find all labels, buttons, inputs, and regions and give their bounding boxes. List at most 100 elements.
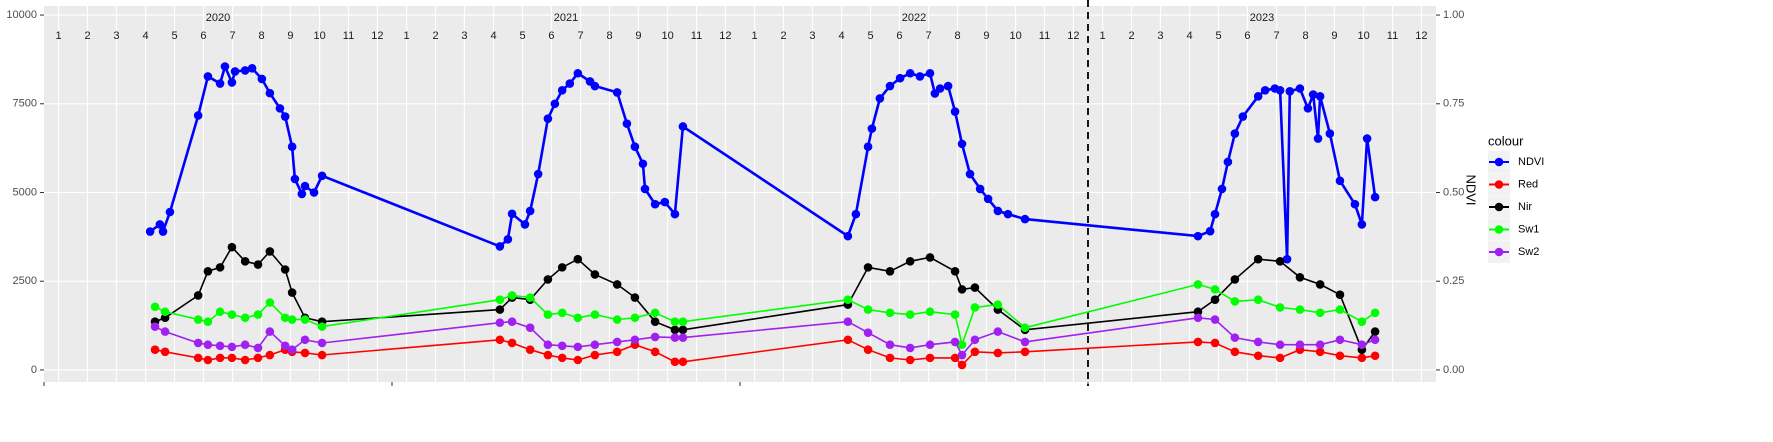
point bbox=[1275, 303, 1285, 312]
point bbox=[650, 317, 660, 326]
legend-title: colour bbox=[1488, 133, 1524, 148]
point bbox=[533, 169, 543, 179]
point bbox=[1193, 307, 1203, 317]
month-label: 2 bbox=[432, 30, 438, 42]
month-label: 2 bbox=[780, 30, 786, 42]
point bbox=[915, 72, 925, 81]
point bbox=[612, 88, 622, 97]
y-tick-label: 10000 bbox=[6, 9, 37, 21]
point bbox=[160, 347, 170, 357]
point bbox=[925, 253, 935, 262]
point bbox=[1260, 85, 1270, 95]
point bbox=[885, 340, 895, 350]
point bbox=[160, 313, 170, 323]
point bbox=[309, 188, 319, 197]
point bbox=[203, 355, 213, 365]
point bbox=[1315, 280, 1325, 289]
point bbox=[550, 99, 560, 109]
point bbox=[670, 209, 680, 219]
y-tick-label: 7500 bbox=[13, 98, 37, 110]
point bbox=[557, 263, 567, 272]
point bbox=[215, 79, 225, 88]
point bbox=[843, 295, 853, 304]
month-label: 10 bbox=[313, 30, 325, 42]
point bbox=[1020, 337, 1030, 347]
point bbox=[227, 310, 237, 319]
point bbox=[1335, 290, 1345, 299]
point bbox=[925, 307, 935, 317]
point bbox=[1275, 353, 1285, 363]
point bbox=[287, 315, 297, 324]
month-label: 12 bbox=[1067, 30, 1079, 42]
point bbox=[557, 308, 567, 318]
point bbox=[317, 350, 327, 360]
point bbox=[590, 310, 600, 319]
point bbox=[1020, 214, 1030, 224]
point bbox=[1253, 92, 1263, 101]
point bbox=[1370, 308, 1380, 318]
legend-key-point bbox=[1494, 180, 1504, 189]
point bbox=[957, 360, 967, 370]
point bbox=[612, 315, 622, 324]
point bbox=[678, 333, 688, 342]
point bbox=[950, 266, 960, 276]
point bbox=[275, 104, 285, 113]
point bbox=[1230, 347, 1240, 357]
month-label: 1 bbox=[1100, 30, 1106, 42]
point bbox=[905, 68, 915, 78]
point bbox=[1253, 295, 1263, 304]
point bbox=[1230, 275, 1240, 284]
month-label: 11 bbox=[1039, 30, 1050, 42]
point bbox=[193, 111, 203, 120]
panel bbox=[44, 6, 1436, 382]
point bbox=[863, 345, 873, 355]
month-label: 2 bbox=[84, 30, 90, 42]
point bbox=[650, 308, 660, 318]
point bbox=[1308, 90, 1318, 99]
point bbox=[650, 332, 660, 342]
point bbox=[507, 291, 517, 300]
point bbox=[543, 340, 553, 350]
point bbox=[565, 79, 575, 88]
point bbox=[863, 305, 873, 314]
month-label: 7 bbox=[926, 30, 932, 42]
month-label: 1 bbox=[56, 30, 62, 42]
month-label: 3 bbox=[1157, 30, 1163, 42]
point bbox=[300, 181, 310, 191]
point bbox=[851, 209, 861, 219]
month-label: 1 bbox=[404, 30, 410, 42]
point bbox=[265, 350, 275, 360]
month-label: 3 bbox=[461, 30, 467, 42]
point bbox=[227, 78, 237, 87]
point bbox=[215, 341, 225, 351]
point bbox=[543, 310, 553, 319]
point bbox=[983, 194, 993, 204]
point bbox=[573, 254, 583, 264]
point bbox=[203, 72, 213, 81]
month-label: 1 bbox=[752, 30, 758, 42]
point bbox=[253, 353, 263, 363]
point bbox=[950, 353, 960, 363]
legend-label: Red bbox=[1518, 178, 1538, 190]
point bbox=[925, 353, 935, 363]
point bbox=[573, 355, 583, 365]
point bbox=[317, 338, 327, 348]
point bbox=[1253, 351, 1263, 361]
point bbox=[965, 169, 975, 179]
point bbox=[1230, 333, 1240, 342]
series bbox=[150, 335, 1380, 370]
month-label: 12 bbox=[371, 30, 383, 42]
point bbox=[670, 333, 680, 342]
point bbox=[1210, 338, 1220, 348]
y-tick-label: 0 bbox=[31, 364, 37, 376]
point bbox=[280, 265, 290, 274]
month-label: 5 bbox=[867, 30, 873, 42]
point bbox=[1357, 353, 1367, 363]
point bbox=[650, 199, 660, 209]
legend-label: NDVI bbox=[1518, 156, 1544, 168]
point bbox=[287, 142, 297, 152]
point bbox=[905, 257, 915, 266]
point bbox=[895, 73, 905, 83]
point bbox=[280, 341, 290, 351]
month-label: 8 bbox=[1302, 30, 1308, 42]
